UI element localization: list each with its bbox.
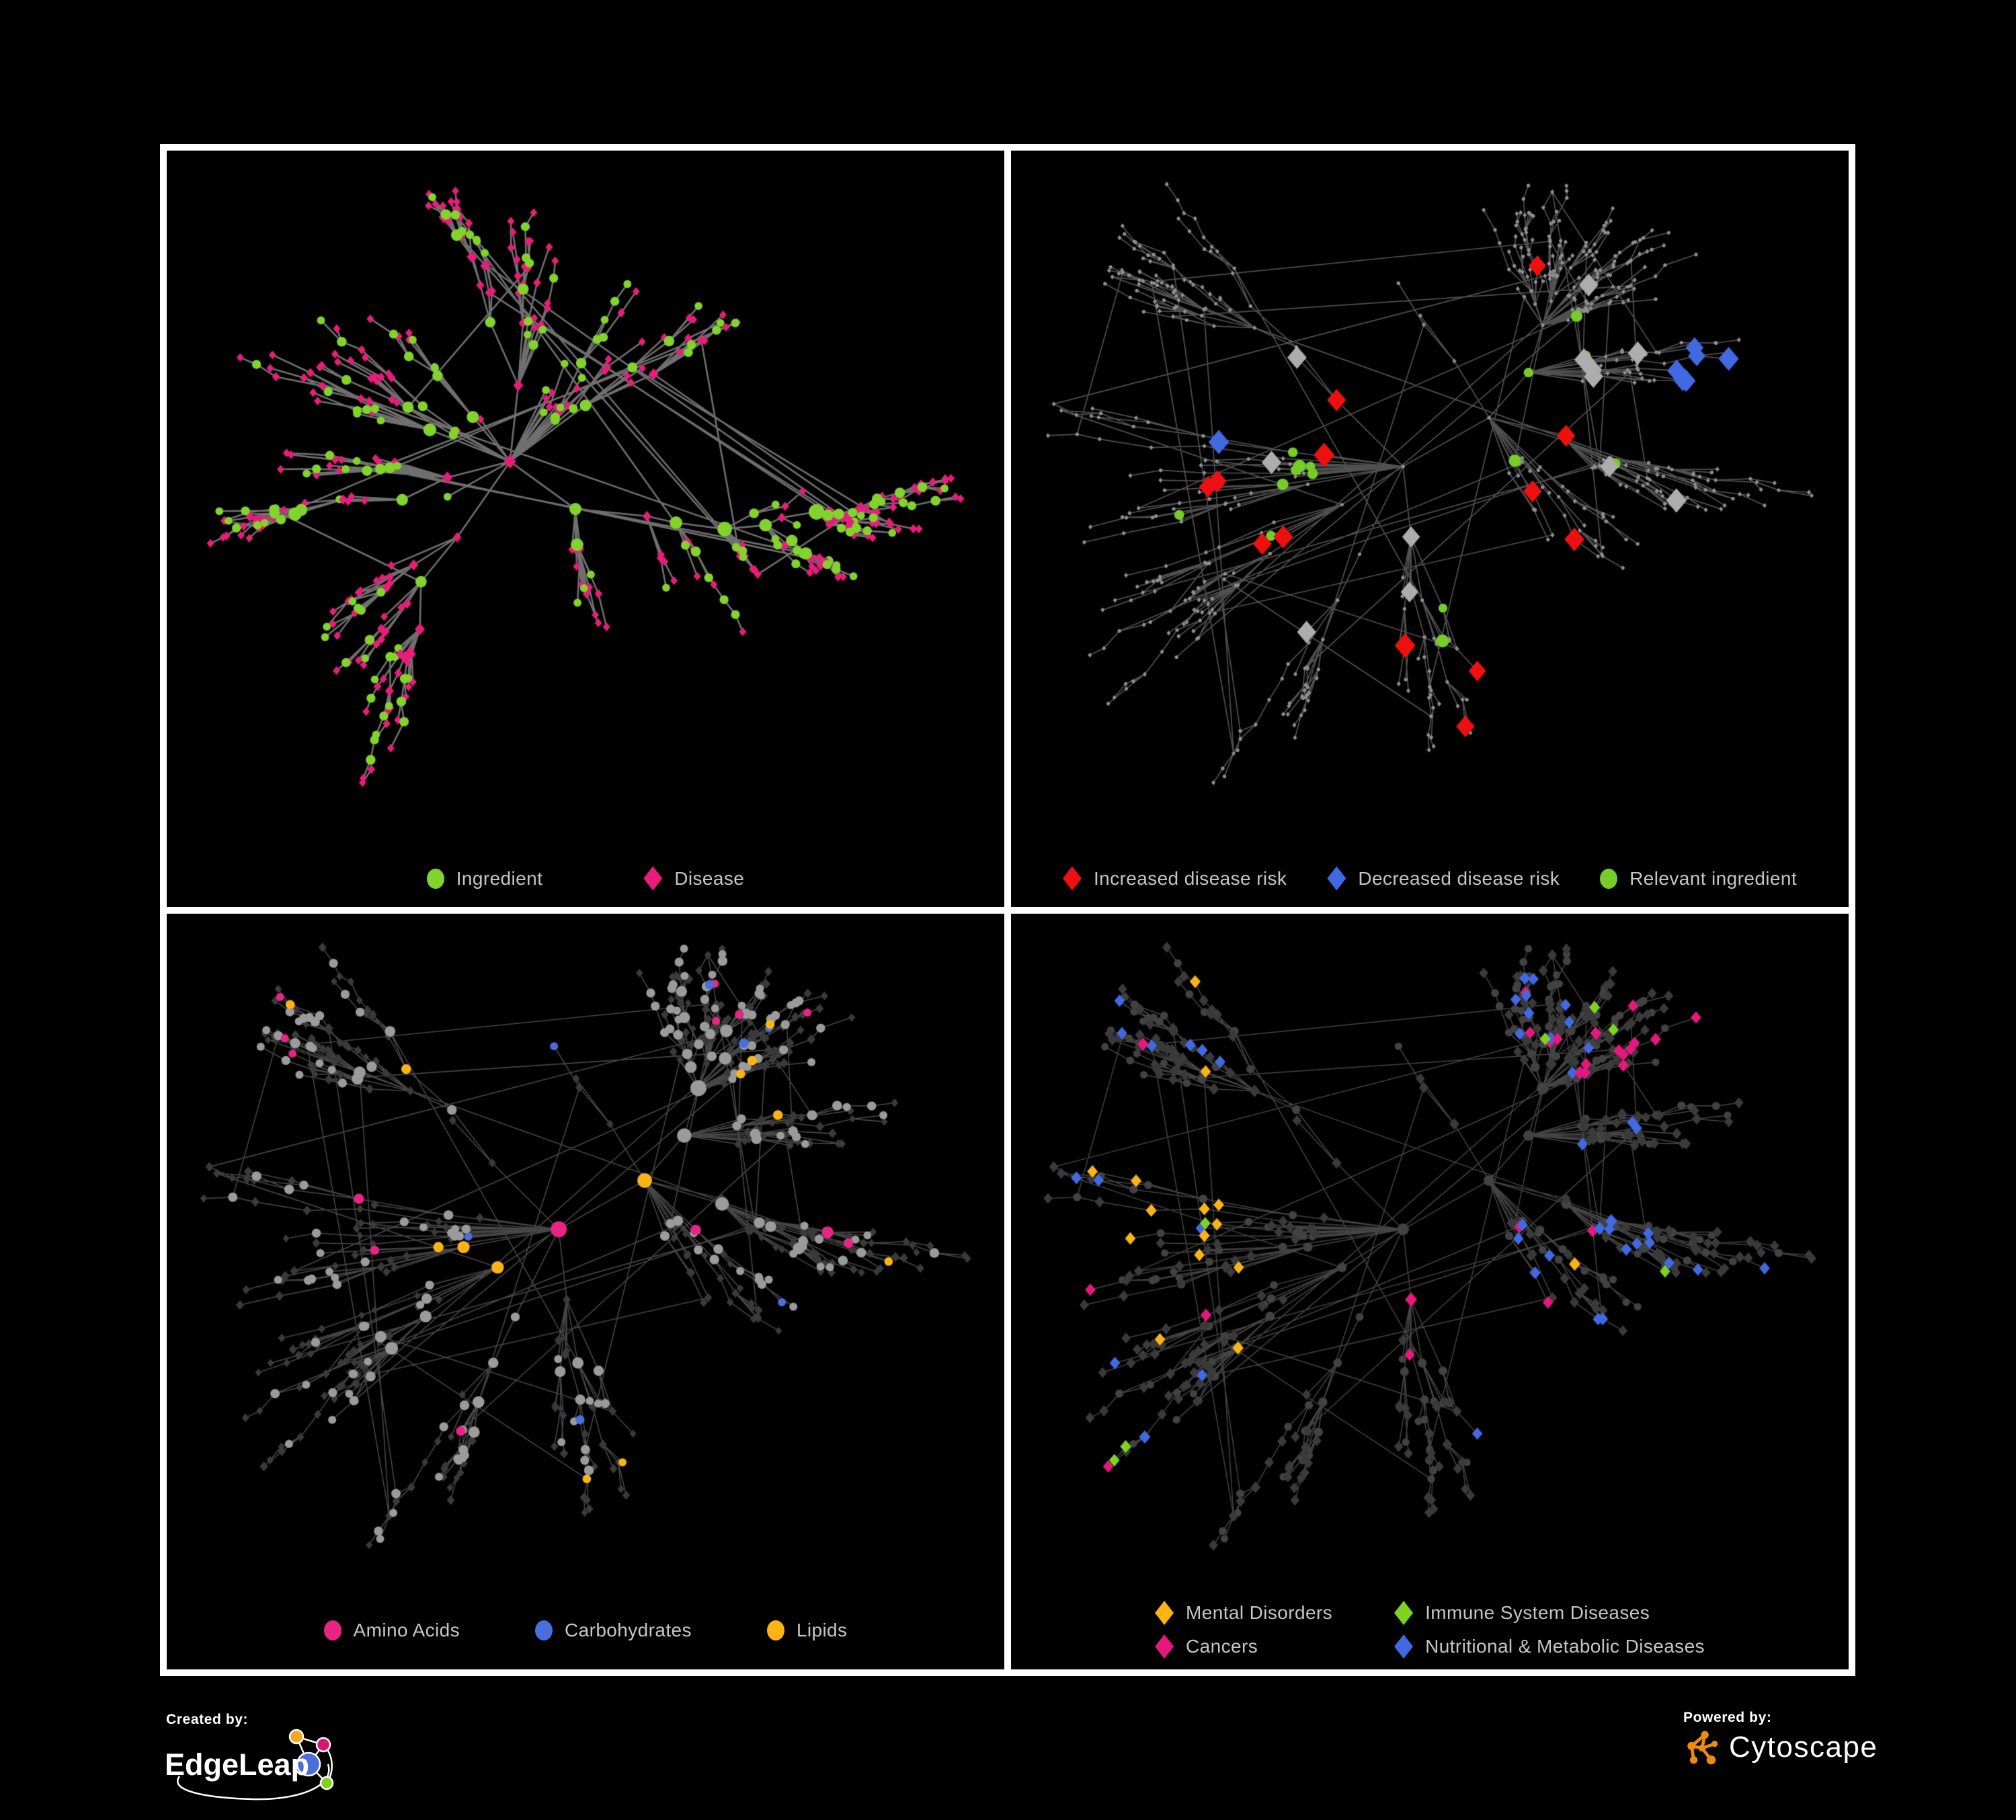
legend-item-lipids: Lipids: [766, 1620, 848, 1641]
edgeleap-wordmark: EdgeLeap: [165, 1747, 309, 1782]
legend-item-decreased-risk: Decreased disease risk: [1327, 866, 1560, 891]
legend-label: Amino Acids: [353, 1620, 460, 1640]
legend-label: Increased disease risk: [1093, 867, 1287, 889]
network-canvas-disease-classes: [1011, 913, 1849, 1669]
decreased-risk-marker: [1327, 866, 1346, 891]
legend-nutrient-classes: Amino Acids Carbohydrates Lipids: [167, 1620, 1004, 1641]
cytoscape-wordmark: Cytoscape: [1729, 1731, 1878, 1764]
legend-label: Decreased disease risk: [1358, 867, 1560, 889]
legend-disease-risk: Increased disease risk Decreased disease…: [1011, 866, 1849, 891]
panel-ingredient-disease: Ingredient Disease: [167, 151, 1004, 907]
panel-disease-risk: Increased disease risk Decreased disease…: [1011, 151, 1849, 907]
cytoscape-logo-nodes: [1687, 1731, 1718, 1765]
legend-item-ingredient: Ingredient: [426, 867, 543, 889]
legend-disease-classes: Mental Disorders Immune System Diseases …: [1011, 1601, 1849, 1659]
edgeleap-node-green-icon: [319, 1776, 334, 1790]
legend-ingredient-disease: Ingredient Disease: [167, 866, 1004, 891]
network-canvas-nutrient-classes: [167, 913, 1004, 1669]
legend-item-carbohydrates: Carbohydrates: [535, 1620, 692, 1641]
legend-label: Relevant ingredient: [1629, 867, 1798, 889]
increased-risk-marker: [1062, 866, 1082, 891]
legend-label: Lipids: [796, 1620, 848, 1640]
legend-item-relevant-ingredient: Relevant ingredient: [1600, 868, 1797, 889]
legend-item-nutritional-metabolic: Nutritional & Metabolic Diseases: [1394, 1634, 1705, 1659]
powered-by-label: Powered by:: [1683, 1710, 1772, 1725]
legend-label: Immune System Diseases: [1425, 1602, 1650, 1623]
legend-label: Ingredient: [456, 867, 543, 889]
created-by-block: Created by: EdgeLeap: [165, 1712, 339, 1805]
powered-by-block: Powered by: Cytoscape: [1683, 1710, 1878, 1766]
edgeleap-logo: EdgeLeap: [165, 1729, 334, 1801]
legend-label: Cancers: [1186, 1636, 1258, 1657]
edgeleap-node-pink-icon: [315, 1737, 331, 1753]
legend-label: Carbohydrates: [565, 1620, 692, 1640]
legend-item-immune-diseases: Immune System Diseases: [1394, 1601, 1705, 1625]
mental-disorders-marker: [1155, 1601, 1174, 1625]
edgeleap-node-blue-icon: [296, 1751, 321, 1777]
edgeleap-node-orange-icon: [288, 1729, 305, 1745]
ingredient-marker: [426, 868, 444, 889]
network-canvas-ingredient-disease: [167, 151, 1004, 907]
immune-diseases-marker: [1394, 1601, 1414, 1625]
cancers-marker: [1155, 1634, 1174, 1659]
created-by-label: Created by:: [166, 1712, 249, 1727]
legend-label: Nutritional & Metabolic Diseases: [1425, 1636, 1705, 1657]
lipids-marker: [766, 1620, 784, 1640]
network-canvas-disease-risk: [1011, 151, 1849, 907]
legend-item-mental-disorders: Mental Disorders: [1155, 1601, 1332, 1625]
carbohydrates-marker: [535, 1620, 553, 1640]
legend-label: Disease: [674, 867, 745, 889]
panel-disease-classes: Mental Disorders Immune System Diseases …: [1011, 913, 1849, 1669]
relevant-ingredient-marker: [1600, 868, 1618, 889]
legend-item-amino-acids: Amino Acids: [323, 1620, 460, 1641]
legend-label: Mental Disorders: [1186, 1602, 1333, 1623]
cytoscape-logo: [1687, 1731, 1718, 1765]
legend-item-disease: Disease: [643, 866, 745, 891]
legend-item-increased-risk: Increased disease risk: [1062, 866, 1287, 891]
amino-acids-marker: [323, 1620, 341, 1640]
figure-grid: Ingredient Disease Increased disease ris…: [160, 144, 1855, 1676]
nutritional-metabolic-marker: [1394, 1634, 1414, 1659]
panel-nutrient-classes: Amino Acids Carbohydrates Lipids: [167, 913, 1004, 1669]
legend-item-cancers: Cancers: [1155, 1634, 1332, 1659]
disease-marker: [643, 866, 663, 891]
